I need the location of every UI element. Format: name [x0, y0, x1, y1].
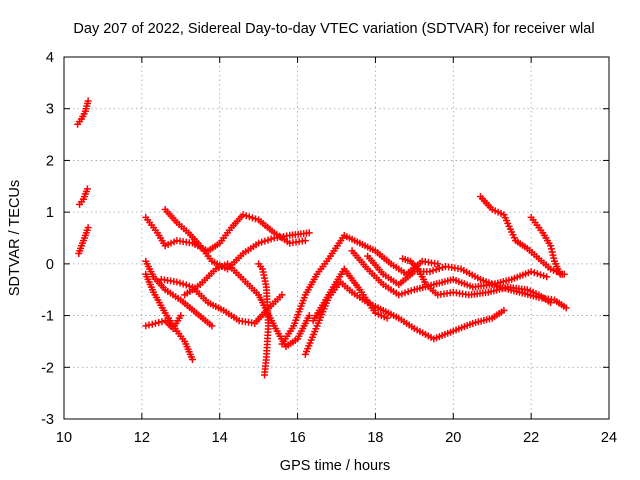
data-point [560, 270, 568, 278]
data-marks [74, 97, 570, 379]
series-arc-1 [74, 97, 92, 128]
data-point [176, 279, 184, 287]
data-point [533, 270, 541, 278]
y-tick-labels: -3 -2 -1 0 1 2 3 4 [41, 50, 54, 428]
data-point [148, 320, 156, 328]
series-arc-8 [161, 206, 313, 273]
x-tick-label: 10 [56, 430, 72, 446]
data-point [83, 185, 91, 193]
data-point [158, 318, 166, 326]
grid [64, 57, 609, 419]
data-point [252, 215, 260, 223]
series-arc-19 [527, 213, 568, 278]
series-arc-17 [399, 255, 555, 307]
data-point [173, 278, 181, 286]
series-arc-11 [255, 260, 272, 379]
data-point [398, 290, 406, 298]
series-arc-12 [278, 231, 442, 348]
plot-frame [63, 56, 610, 420]
data-point [239, 211, 247, 219]
x-tick-label: 12 [134, 430, 150, 446]
data-point [407, 287, 415, 295]
data-point [267, 235, 275, 243]
y-tick-label: -2 [41, 360, 54, 376]
data-point [549, 251, 557, 259]
y-axis-label: SDTVAR / TECUs [7, 180, 23, 296]
y-tick-label: 0 [46, 257, 54, 273]
series-arc-18 [477, 193, 566, 278]
data-point [438, 263, 446, 271]
data-point [395, 291, 403, 299]
x-tick-label: 22 [523, 430, 539, 446]
x-tick-label: 20 [445, 430, 461, 446]
data-point [540, 272, 548, 280]
series-arc-5 [142, 257, 216, 330]
data-point [301, 237, 309, 245]
series-arc-10 [181, 260, 313, 351]
series-arc-4 [142, 211, 309, 255]
series-arc-14 [309, 265, 391, 325]
data-point [435, 265, 443, 273]
data-point [84, 224, 92, 232]
y-tick-label: -3 [41, 412, 54, 428]
chart-title: Day 207 of 2022, Sidereal Day-to-day VTE… [73, 21, 594, 37]
data-point [530, 269, 538, 277]
y-tick-label: 3 [46, 102, 54, 118]
data-point [547, 242, 555, 250]
x-tick-label: 24 [601, 430, 617, 446]
y-tick-label: 1 [46, 205, 54, 221]
series-arc-7 [142, 312, 185, 332]
data-point [562, 304, 570, 312]
data-point [151, 319, 159, 327]
data-point [426, 268, 434, 276]
x-tick-labels: 10 12 14 16 18 20 22 24 [56, 430, 617, 446]
data-point [404, 288, 412, 296]
data-point [255, 239, 263, 247]
data-point [260, 371, 268, 379]
series-arc-9 [157, 275, 286, 327]
data-point [527, 268, 535, 276]
x-axis-label: GPS time / hours [280, 458, 390, 474]
data-point [248, 214, 256, 222]
data-point [145, 321, 153, 329]
data-point [258, 238, 266, 246]
data-point [261, 237, 269, 245]
y-tick-label: 4 [46, 50, 54, 66]
data-point [432, 266, 440, 274]
data-point [547, 299, 555, 307]
data-point [84, 97, 92, 105]
data-point [245, 213, 253, 221]
data-point [155, 318, 163, 326]
data-point [548, 248, 556, 256]
data-point [208, 322, 216, 330]
data-point [264, 236, 272, 244]
data-point [550, 254, 558, 262]
data-point [536, 271, 544, 279]
data-point [177, 312, 185, 320]
axis-ticks [63, 56, 610, 420]
data-point [182, 281, 190, 289]
data-point [383, 314, 391, 322]
data-point [278, 291, 286, 299]
data-point [500, 306, 508, 314]
y-tick-label: 2 [46, 153, 54, 169]
x-tick-label: 14 [212, 430, 228, 446]
data-point [179, 280, 187, 288]
y-tick-label: -1 [41, 309, 54, 325]
data-point [142, 322, 150, 330]
data-point [242, 212, 250, 220]
series-arc-3 [75, 224, 92, 258]
data-point [305, 229, 313, 237]
series-arc-2 [76, 185, 91, 208]
data-point [434, 260, 442, 268]
data-point [401, 289, 409, 297]
data-point [429, 267, 437, 275]
x-tick-label: 16 [290, 430, 306, 446]
x-tick-label: 18 [367, 430, 383, 446]
data-point [543, 273, 551, 281]
data-point [547, 245, 555, 253]
data-point [305, 312, 313, 320]
data-point [188, 356, 196, 364]
